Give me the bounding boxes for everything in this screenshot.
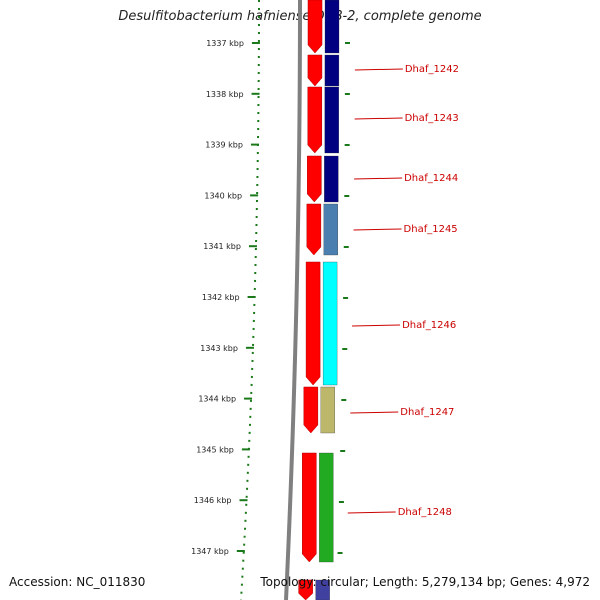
ruler-tick-label: 1345 kbp: [196, 445, 234, 454]
gene-label-leader: [352, 324, 401, 327]
reverse-gene: [320, 386, 335, 434]
reverse-gene: [315, 579, 330, 600]
reverse-strand-genes: [315, 0, 350, 600]
gene-label-leader: [354, 177, 403, 180]
ruler-tick-label: 1346 kbp: [194, 496, 232, 505]
gene-label-leader: [354, 68, 403, 71]
reverse-gene: [323, 203, 338, 256]
forward-gene: [307, 86, 323, 154]
backbone-line: [284, 0, 302, 600]
forward-strand-genes: [298, 0, 323, 600]
forward-gene: [302, 452, 317, 563]
ruler-tick-label: 1343 kbp: [200, 344, 238, 353]
ruler-tick-label: 1342 kbp: [202, 293, 240, 302]
reverse-gene: [319, 452, 334, 563]
forward-gene: [305, 261, 321, 386]
gene-label-leader: [353, 228, 402, 231]
gene-label: Dhaf_1242: [405, 64, 459, 75]
forward-gene: [307, 0, 323, 54]
forward-gene: [298, 579, 313, 600]
forward-gene: [306, 203, 322, 256]
topology-text: Topology: circular; Length: 5,279,134 bp…: [260, 575, 590, 589]
ruler-tick-label: 1339 kbp: [205, 141, 243, 150]
reverse-gene: [322, 261, 338, 386]
forward-gene: [307, 54, 323, 87]
reverse-gene: [324, 86, 339, 154]
gene-label: Dhaf_1245: [404, 224, 458, 235]
gene-label: Dhaf_1243: [405, 113, 459, 124]
ruler-tick-label: 1341 kbp: [203, 242, 241, 251]
gene-labels: Dhaf_1242 Dhaf_1243 Dhaf_1244 Dhaf_1245 Dhaf…: [347, 64, 459, 518]
reverse-gene: [324, 155, 339, 203]
reverse-gene: [324, 0, 340, 54]
gene-label-leader: [354, 117, 403, 120]
gene-label-leader: [350, 411, 399, 414]
ruler-line: [240, 0, 260, 600]
gene-label: Dhaf_1246: [402, 320, 456, 331]
forward-gene: [307, 155, 322, 203]
ruler-tick-label: 1344 kbp: [198, 395, 236, 404]
kbp-ruler: 1337 kbp 1338 kbp 1339 kbp 1340 kbp 1341 kbp…: [191, 0, 260, 600]
ruler-tick-label: 1340 kbp: [204, 191, 242, 200]
ruler-tick-label: 1347 kbp: [191, 547, 229, 556]
accession-text: Accession: NC_011830: [9, 575, 146, 589]
gene-label: Dhaf_1247: [400, 407, 454, 418]
genome-backbone: [284, 0, 302, 600]
forward-gene: [303, 386, 319, 434]
gene-label: Dhaf_1244: [404, 173, 458, 184]
ruler-tick-label: 1337 kbp: [206, 39, 244, 48]
reverse-gene: [324, 54, 340, 87]
gene-label-leader: [347, 511, 396, 514]
gene-label: Dhaf_1248: [398, 507, 452, 518]
ruler-tick-label: 1338 kbp: [206, 90, 244, 99]
